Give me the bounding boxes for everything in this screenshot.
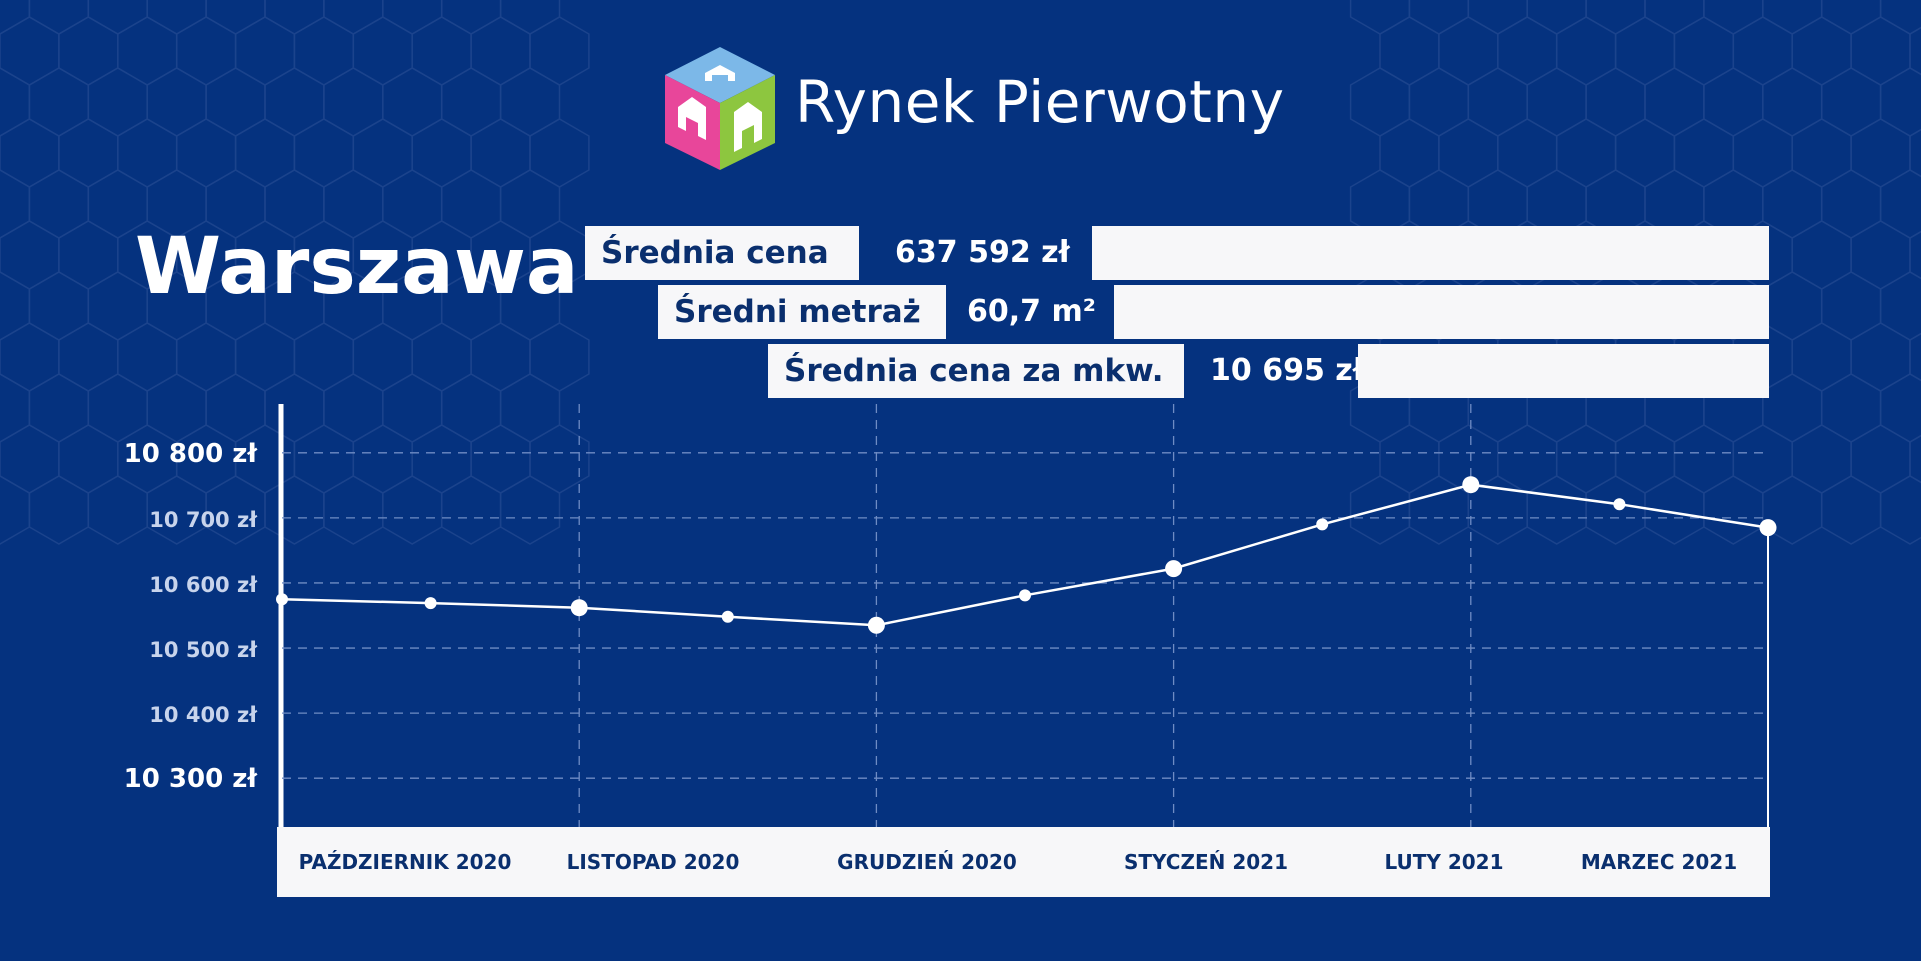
data-point: [721, 610, 734, 623]
city-title: Warszawa: [135, 222, 579, 312]
stat-label-avg-price-sqm: Średnia cena za mkw.: [768, 344, 1184, 398]
y-tick-label: 10 600 zł: [149, 573, 258, 597]
y-tick-label: 10 500 zł: [149, 638, 258, 662]
x-axis-panel: [277, 827, 1770, 897]
background-hexagon: [499, 475, 561, 545]
data-point: [276, 593, 288, 606]
x-tick-label: LUTY 2021: [1384, 850, 1503, 874]
logo-cube-icon: [665, 47, 775, 170]
data-point: [1759, 519, 1777, 537]
data-point: [424, 597, 437, 610]
data-point: [1316, 518, 1329, 531]
x-tick-label: LISTOPAD 2020: [567, 850, 740, 874]
series-line: [281, 483, 1769, 627]
data-point: [1165, 560, 1183, 578]
stat-value-avg-area: 60,7 m²: [967, 294, 1096, 329]
stat-bar-avg-price-sqm: [1358, 344, 1769, 398]
stat-bar-avg-price: [1092, 226, 1769, 280]
data-point: [1462, 476, 1480, 494]
x-tick-label: MARZEC 2021: [1581, 850, 1737, 874]
y-tick-label: 10 300 zł: [124, 764, 259, 794]
data-point: [1019, 589, 1031, 602]
stat-label-avg-area: Średni metraż: [658, 285, 946, 339]
y-tick-label: 10 400 zł: [149, 703, 258, 727]
stat-bar-avg-area: [1114, 285, 1769, 339]
y-tick-label: 10 800 zł: [124, 439, 259, 469]
brand-name: Rynek Pierwotny: [795, 68, 1285, 136]
x-tick-label: GRUDZIEŃ 2020: [837, 850, 1017, 874]
y-tick-label: 10 700 zł: [149, 508, 258, 532]
background-hexagon: [1879, 475, 1921, 545]
x-tick-label: STYCZEŃ 2021: [1124, 850, 1288, 874]
data-point: [1613, 498, 1626, 511]
stat-label-avg-price: Średnia cena: [585, 226, 859, 280]
stat-value-avg-price: 637 592 zł: [895, 235, 1070, 270]
x-tick-label: PAŹDZIERNIK 2020: [299, 850, 512, 874]
stat-value-avg-price-sqm: 10 695 zł: [1210, 353, 1364, 388]
data-point: [570, 599, 588, 617]
data-point: [867, 616, 885, 634]
